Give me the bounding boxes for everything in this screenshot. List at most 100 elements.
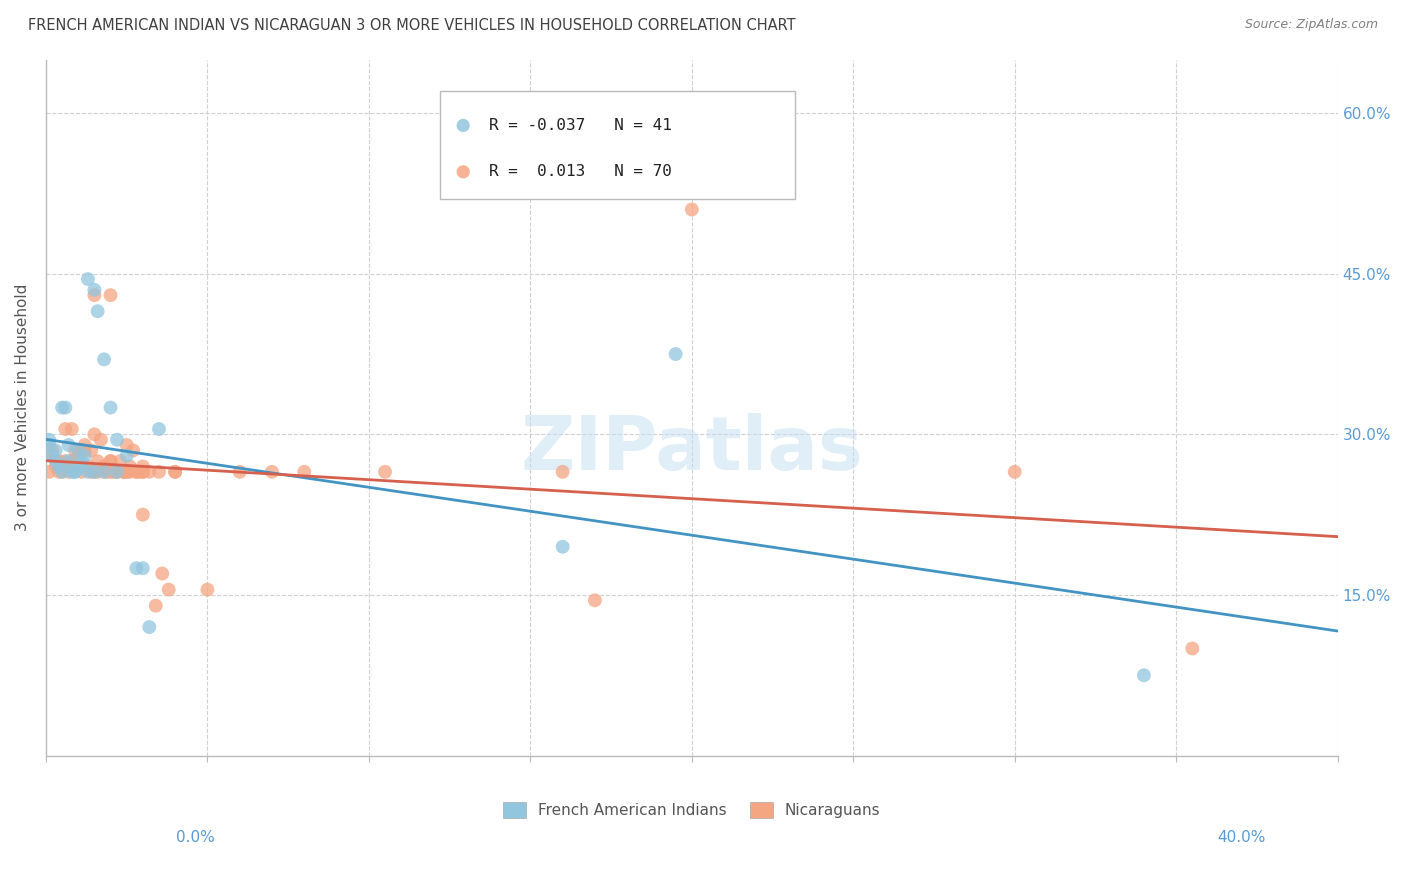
Point [551,465,574,479]
Point [100,454,122,468]
Point [110,454,132,468]
Text: 40.0%: 40.0% [1218,830,1265,845]
Point [100,454,122,468]
Point [103,465,125,479]
Point [86,465,108,479]
Point [115,465,138,479]
Point [70,465,93,479]
Point [48,454,70,468]
Point [93,459,115,474]
FancyBboxPatch shape [440,91,796,199]
Point [41,449,63,463]
Point [665,347,688,361]
Point [51,465,73,479]
Point [100,465,122,479]
Point [138,465,160,479]
Point [96,465,118,479]
Point [115,438,138,452]
Point [83,288,105,302]
Point [73,449,96,463]
Point [100,288,122,302]
Point [38,438,60,452]
Point [105,433,128,447]
Point [145,599,167,613]
Point [132,459,155,474]
Point [83,427,105,442]
Point [93,465,115,479]
Point [115,465,138,479]
Point [60,454,83,468]
Point [45,454,67,468]
Point [165,465,187,479]
Text: R = -0.037   N = 41: R = -0.037 N = 41 [489,118,672,133]
Point [80,465,103,479]
Point [86,454,108,468]
Point [132,508,155,522]
Point [70,454,93,468]
Point [60,422,83,436]
Point [551,540,574,554]
Point [1181,641,1204,656]
Point [128,465,150,479]
Point [148,422,170,436]
Point [58,454,80,468]
Point [132,465,155,479]
Point [260,465,283,479]
Point [53,422,76,436]
Point [38,433,60,447]
Point [165,465,187,479]
Point [132,561,155,575]
Point [105,465,128,479]
Text: ZIPatlas: ZIPatlas [520,413,863,486]
Point [53,401,76,415]
Point [157,582,180,597]
Point [63,443,86,458]
Point [63,465,86,479]
Point [112,465,135,479]
Point [138,620,160,634]
Point [125,561,148,575]
Text: 0.0%: 0.0% [176,830,215,845]
Point [132,465,155,479]
Point [292,465,315,479]
Point [83,283,105,297]
Point [90,433,112,447]
Point [118,459,141,474]
Point [67,443,90,458]
Point [115,449,138,463]
Point [60,465,83,479]
Point [150,566,173,581]
Text: FRENCH AMERICAN INDIAN VS NICARAGUAN 3 OR MORE VEHICLES IN HOUSEHOLD CORRELATION: FRENCH AMERICAN INDIAN VS NICARAGUAN 3 O… [28,18,796,33]
Point [67,449,90,463]
Point [45,443,67,458]
Point [125,465,148,479]
Point [1133,668,1156,682]
Point [48,459,70,474]
Point [374,465,396,479]
Point [58,465,80,479]
Text: Source: ZipAtlas.com: Source: ZipAtlas.com [1244,18,1378,31]
Point [41,443,63,458]
Point [681,202,703,217]
Point [148,465,170,479]
Point [38,465,60,479]
Point [125,465,148,479]
Point [67,443,90,458]
Point [118,465,141,479]
Point [83,465,105,479]
Point [122,443,145,458]
Point [77,459,100,474]
Point [48,465,70,479]
Y-axis label: 3 or more Vehicles in Household: 3 or more Vehicles in Household [15,284,30,532]
Point [112,465,135,479]
Point [77,465,100,479]
Point [73,443,96,458]
Point [105,465,128,479]
Point [197,582,219,597]
Point [93,465,115,479]
Point [105,465,128,479]
Point [51,401,73,415]
Point [100,401,122,415]
Point [583,593,606,607]
Point [1004,465,1026,479]
